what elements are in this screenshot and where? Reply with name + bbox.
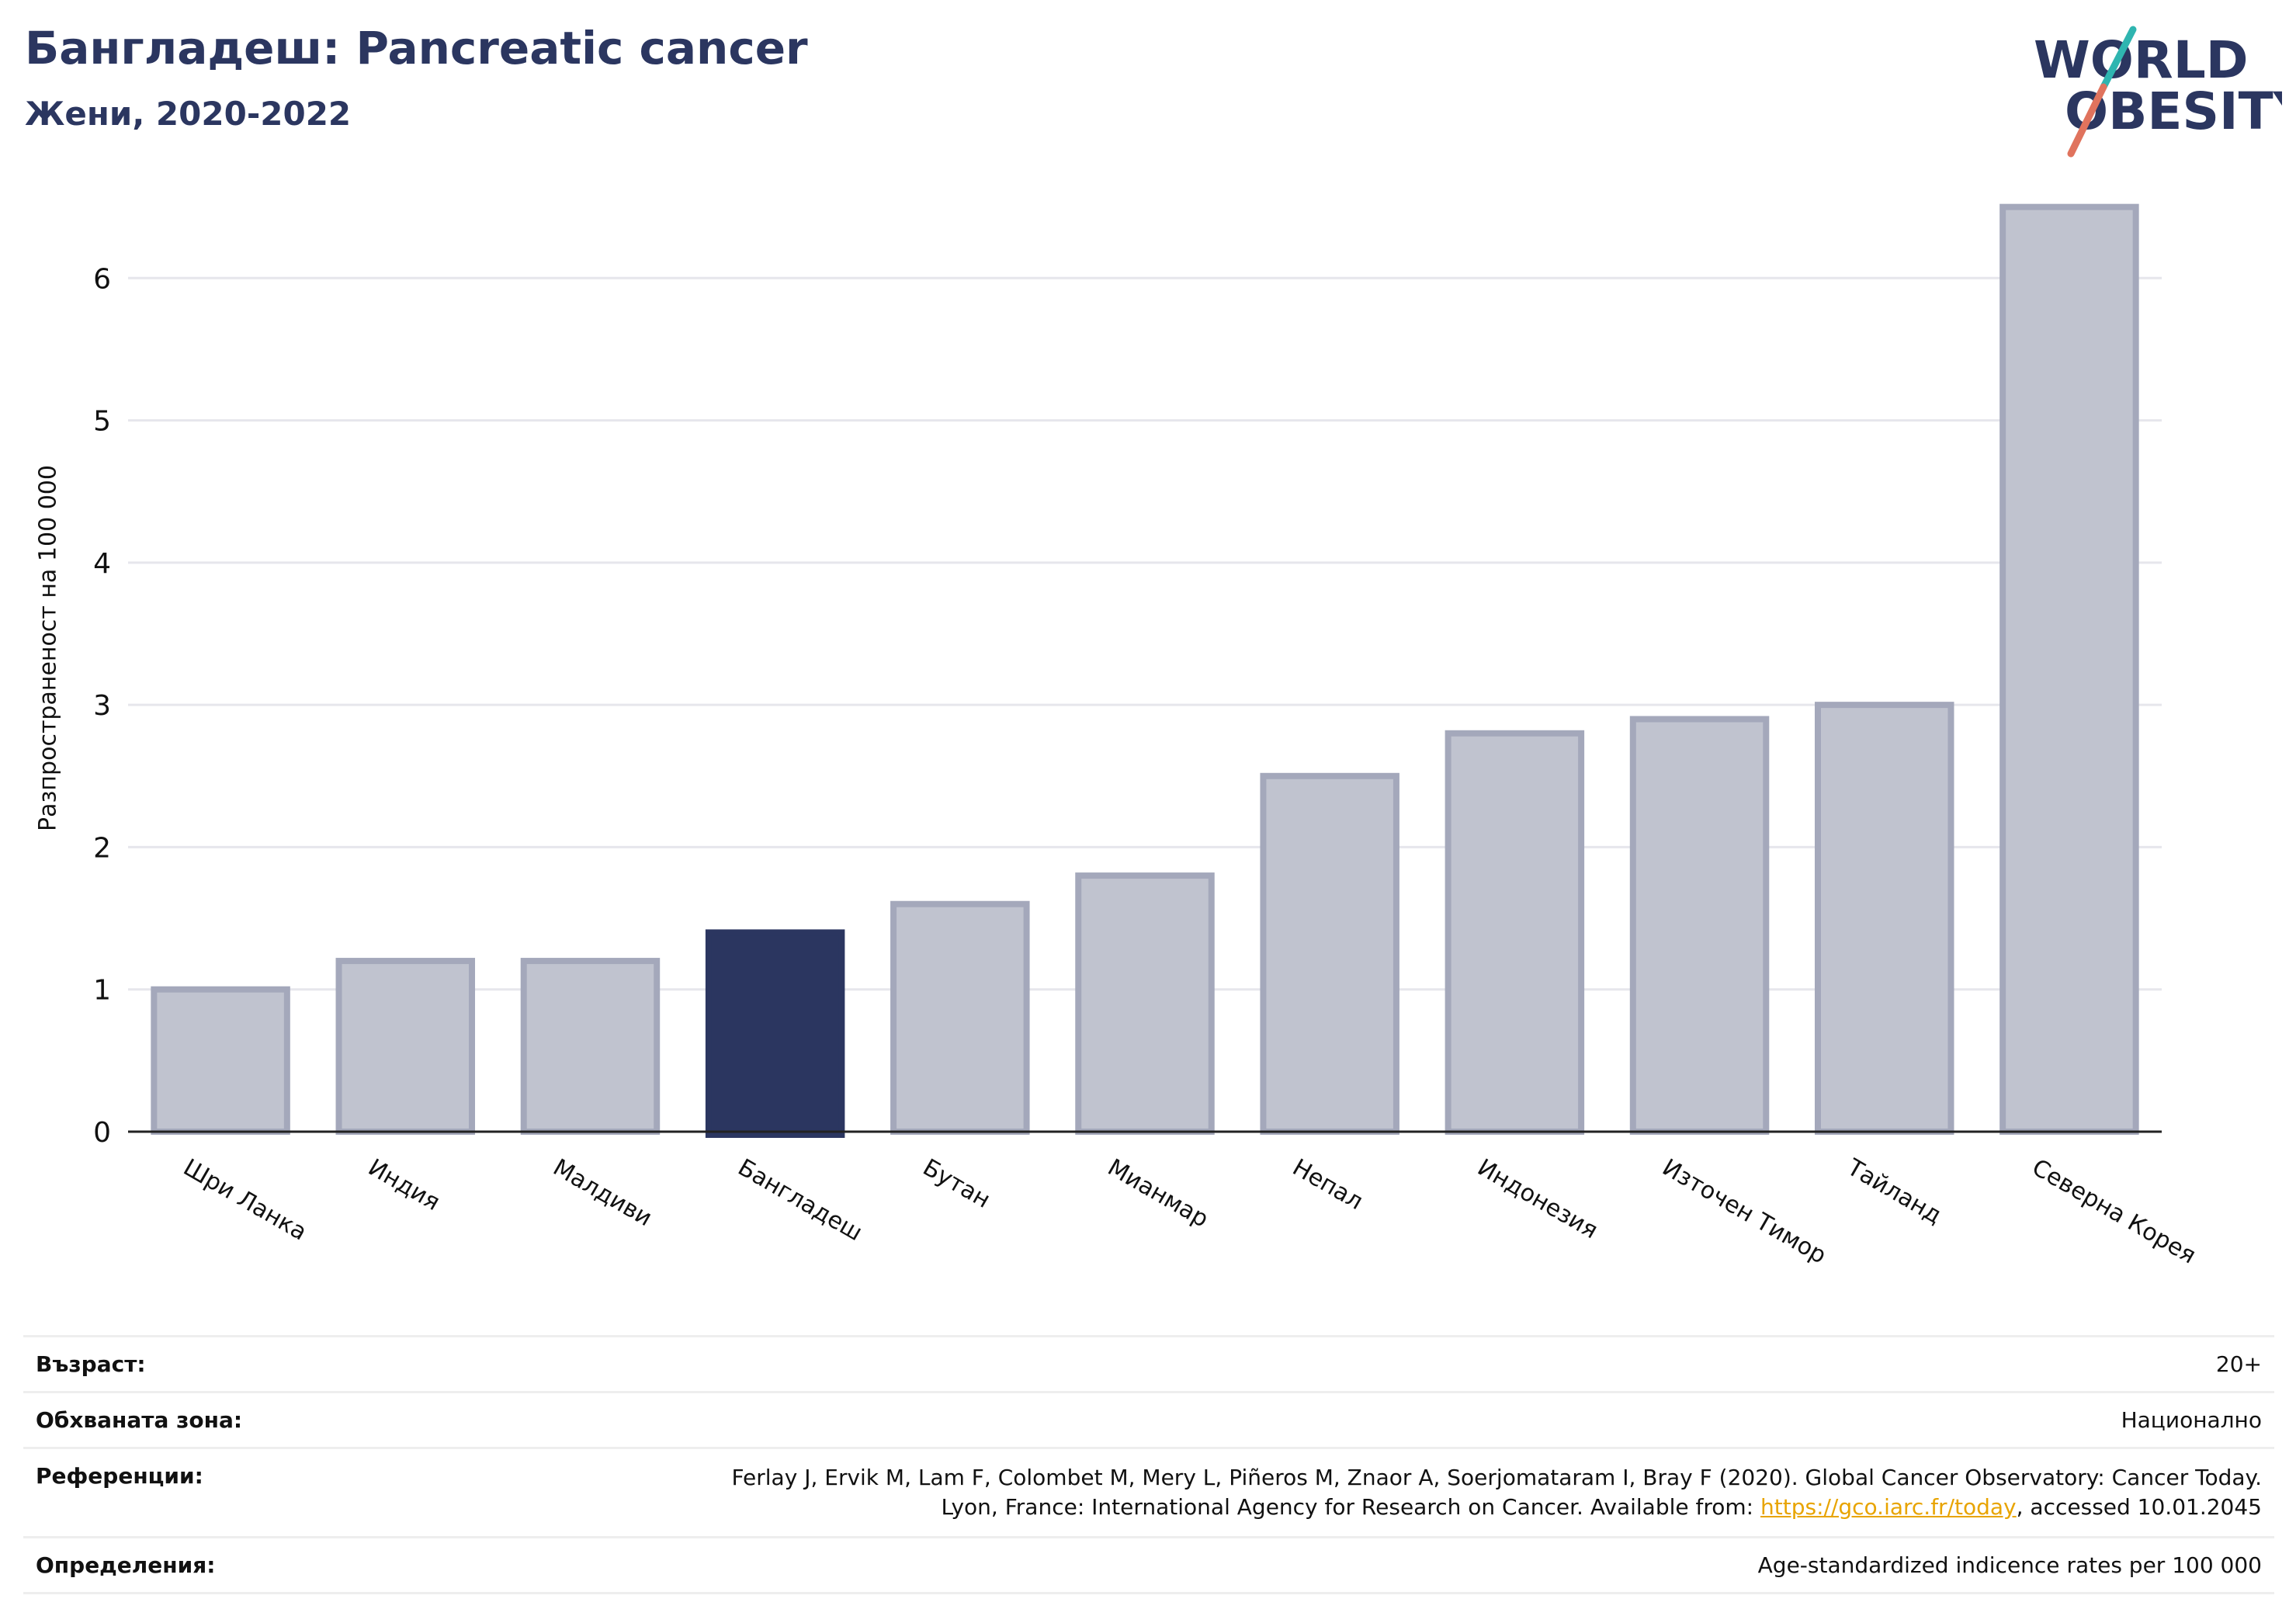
y-tick-label: 6	[93, 263, 111, 295]
references-value: Ferlay J, Ervik M, Lam F, Colombet M, Me…	[731, 1463, 2262, 1522]
y-tick-label: 4	[93, 548, 111, 580]
bar	[890, 900, 1030, 1135]
x-tick-label: Северна Корея	[2027, 1154, 2201, 1270]
y-tick-label: 0	[93, 1117, 111, 1149]
info-table: Възраст: 20+ Обхваната зона: Национално …	[23, 1335, 2274, 1594]
bar-chart: 0 1 2 3 4 5 6 Шри Ланка Индия Малдиви Бангладеш Бут…	[93, 203, 2201, 1270]
x-tick-label: Шри Ланка	[179, 1154, 311, 1247]
references-line-1: Ferlay J, Ervik M, Lam F, Colombet M, Me…	[731, 1465, 2262, 1490]
x-tick-label: Малдиви	[548, 1154, 656, 1233]
info-row-zone: Обхваната зона: Национално	[23, 1391, 2274, 1447]
bar	[1445, 730, 1585, 1135]
x-tick-label: Непал	[1288, 1154, 1368, 1216]
y-tick-label: 2	[93, 832, 111, 864]
zone-value: Национално	[2121, 1407, 2262, 1433]
y-tick-label: 5	[93, 406, 111, 438]
zone-label: Обхваната зона:	[36, 1407, 243, 1433]
references-line-2-text: Lyon, France: International Agency for R…	[941, 1494, 1760, 1520]
references-label: Референции:	[36, 1463, 203, 1489]
y-tick-label: 1	[93, 975, 111, 1007]
chart-title: Бангладеш: Pancreatic cancer	[25, 22, 808, 75]
x-tick-label: Бангладеш	[734, 1154, 867, 1247]
x-tick-label: Индия	[363, 1154, 444, 1216]
bar	[151, 986, 290, 1136]
info-row-references: Референции: Ferlay J, Ervik M, Lam F, Co…	[23, 1447, 2274, 1536]
info-row-definitions: Определения: Age-standardized indicence …	[23, 1536, 2274, 1594]
logo-text-world: WORLD	[2034, 30, 2249, 90]
references-line-2: Lyon, France: International Agency for R…	[731, 1493, 2262, 1522]
age-label: Възраст:	[36, 1351, 146, 1377]
bar	[705, 929, 845, 1138]
bar	[335, 958, 476, 1135]
x-tick-label: Индонезия	[1472, 1154, 1602, 1245]
y-axis-label: Разпространеност на 100 000	[34, 465, 62, 831]
info-row-age: Възраст: 20+	[23, 1335, 2274, 1391]
references-line-2-suffix: , accessed 10.01.2045	[2016, 1494, 2262, 1520]
y-tick-label: 3	[93, 690, 111, 722]
x-tick-label: Бутан	[918, 1154, 995, 1214]
bar	[1629, 716, 1770, 1135]
x-tick-label: Мианмар	[1103, 1154, 1213, 1233]
bar	[1260, 772, 1399, 1135]
age-value: 20+	[2215, 1351, 2262, 1377]
x-tick-label: Тайланд	[1842, 1153, 1947, 1229]
bar	[1075, 872, 1215, 1136]
bar	[1999, 203, 2139, 1135]
references-link[interactable]: https://gco.iarc.fr/today	[1760, 1494, 2017, 1520]
bar	[520, 958, 661, 1135]
world-obesity-logo: WORLD OBESITY	[2034, 26, 2282, 158]
definitions-label: Определения:	[36, 1552, 216, 1578]
x-tick-label: Източен Тимор	[1658, 1154, 1831, 1270]
chart-subtitle: Жени, 2020-2022	[25, 95, 352, 133]
definitions-value: Age-standardized indicence rates per 100…	[1757, 1552, 2262, 1578]
bar	[1814, 702, 1954, 1135]
